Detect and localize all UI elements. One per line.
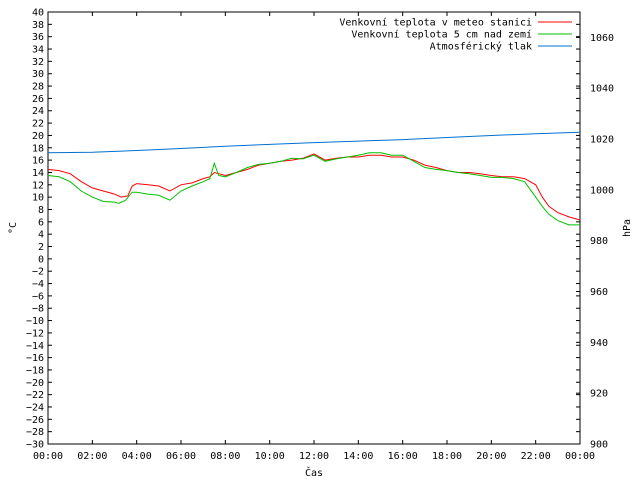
- y-left-tick-label: 32: [32, 57, 44, 68]
- y-left-tick-label: −8: [32, 304, 44, 315]
- y-left-tick-label: 10: [32, 193, 44, 204]
- y-left-tick-label: 16: [32, 156, 44, 167]
- y-left-tick-label: 24: [32, 106, 44, 117]
- y-left-tick-label: 8: [38, 205, 44, 216]
- y-right-tick-label: 940: [590, 338, 608, 349]
- x-tick-label: 08:00: [210, 451, 240, 462]
- y-right-axis-ticks: 900 920 940 960 980 1000 1020 1040 1060: [576, 33, 614, 451]
- y-right-tick-label: 1000: [590, 185, 614, 196]
- y-left-tick-label: 28: [32, 82, 44, 93]
- y-left-tick-label: −16: [26, 353, 44, 364]
- series-line-1: [47, 153, 581, 221]
- series-line-3: [47, 131, 581, 154]
- x-tick-label: 12:00: [299, 451, 329, 462]
- y-left-tick-label: 6: [38, 217, 44, 228]
- y-left-tick-label: −28: [26, 427, 44, 438]
- x-tick-label: 10:00: [255, 451, 285, 462]
- y-left-tick-label: 2: [38, 242, 44, 253]
- y-left-tick-label: −20: [26, 378, 44, 389]
- y-right-tick-label: 1060: [590, 33, 614, 44]
- y-left-tick-label: −26: [26, 415, 44, 426]
- y-right-axis-title: hPa: [622, 219, 633, 237]
- y-left-tick-label: 14: [32, 168, 44, 179]
- y-left-tick-label: 36: [32, 32, 44, 43]
- y-left-axis-title: °C: [8, 222, 19, 234]
- y-left-tick-label: −22: [26, 390, 44, 401]
- y-left-tick-label: 20: [32, 131, 44, 142]
- legend: Venkovní teplota v meteo staniciVenkovní…: [339, 17, 572, 53]
- y-right-tick-label: 920: [590, 389, 608, 400]
- x-tick-label: 06:00: [166, 451, 196, 462]
- x-tick-label: 18:00: [432, 451, 462, 462]
- x-tick-label: 20:00: [476, 451, 506, 462]
- x-axis-title: Čas: [305, 466, 323, 479]
- y-left-tick-label: −14: [26, 341, 44, 352]
- y-left-tick-label: −30: [26, 440, 44, 451]
- x-tick-label: 02:00: [77, 451, 107, 462]
- y-left-tick-label: 4: [38, 230, 44, 241]
- x-tick-label: 04:00: [122, 451, 152, 462]
- plot-frame: [47, 11, 581, 445]
- y-right-tick-label: 900: [590, 440, 608, 451]
- y-left-tick-label: 0: [38, 254, 44, 265]
- series-line-2: [47, 152, 580, 226]
- y-left-tick-label: −2: [32, 267, 44, 278]
- y-left-tick-label: 38: [32, 20, 44, 31]
- y-left-tick-label: 26: [32, 94, 44, 105]
- y-left-tick-label: 22: [32, 119, 44, 130]
- x-axis-ticks: 00:00 02:00 04:00 06:00 08:00 10:00 12:00 14:00…: [33, 12, 595, 462]
- y-left-axis-ticks: −30−28−26−24−22−20−18−16−14−12−10−8−6−4−…: [26, 8, 580, 451]
- y-left-tick-label: 34: [32, 45, 44, 56]
- y-left-tick-label: −18: [26, 365, 44, 376]
- y-left-tick-label: 40: [32, 8, 44, 19]
- y-left-tick-label: −6: [32, 291, 44, 302]
- x-tick-label: 00:00: [565, 451, 595, 462]
- y-left-tick-label: −10: [26, 316, 44, 327]
- legend-label: Atmosférický tlak: [430, 41, 532, 53]
- y-right-tick-label: 1040: [590, 84, 614, 95]
- x-tick-label: 14:00: [343, 451, 373, 462]
- y-left-tick-label: −24: [26, 402, 44, 413]
- y-left-tick-label: −4: [32, 279, 44, 290]
- legend-label: Venkovní teplota v meteo stanici: [339, 17, 532, 29]
- y-left-tick-label: 30: [32, 69, 44, 80]
- y-right-tick-label: 960: [590, 287, 608, 298]
- x-tick-label: 22:00: [521, 451, 551, 462]
- x-tick-label: 00:00: [33, 451, 63, 462]
- y-right-tick-label: 980: [590, 236, 608, 247]
- y-right-tick-label: 1020: [590, 135, 614, 146]
- y-left-tick-label: 12: [32, 180, 44, 191]
- series-layer: [47, 131, 581, 226]
- y-left-tick-label: 18: [32, 143, 44, 154]
- y-left-tick-label: −12: [26, 328, 44, 339]
- x-tick-label: 16:00: [388, 451, 418, 462]
- legend-label: Venkovní teplota 5 cm nad zemí: [351, 29, 532, 41]
